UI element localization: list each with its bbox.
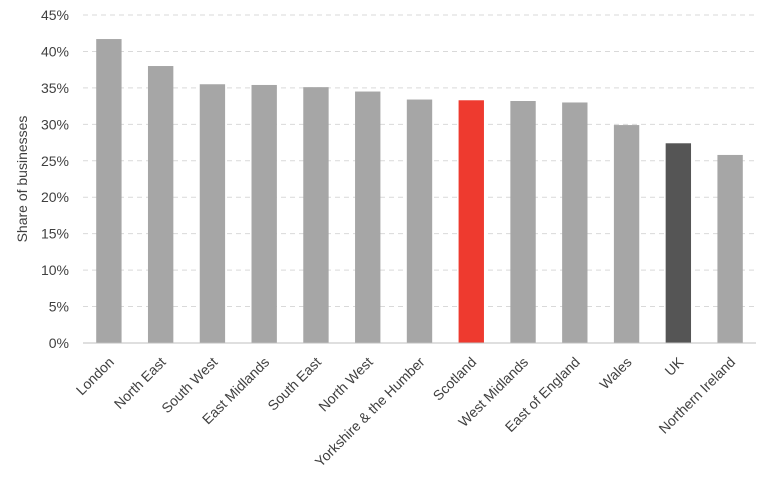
y-tick-label: 20% (41, 189, 69, 205)
x-category-label: UK (661, 353, 687, 379)
y-tick-label: 10% (41, 262, 69, 278)
bar (665, 143, 692, 343)
y-tick-label: 40% (41, 43, 69, 59)
x-category-label: Wales (596, 354, 634, 392)
bar (199, 84, 226, 343)
x-category-label: South East (264, 354, 324, 414)
bar (717, 154, 743, 343)
bar (355, 91, 381, 344)
y-tick-label: 5% (49, 299, 69, 315)
bar (406, 99, 433, 343)
bar (147, 66, 174, 344)
bar (96, 39, 122, 343)
bar (303, 87, 329, 343)
bar (251, 84, 277, 344)
y-tick-label: 15% (41, 226, 69, 242)
y-axis-title: Share of businesses (14, 116, 30, 243)
y-tick-label: 0% (49, 335, 69, 351)
x-category-label: London (73, 354, 117, 398)
bar (562, 102, 588, 343)
bars (96, 39, 743, 344)
x-category-label: Scotland (430, 354, 480, 404)
y-tick-label: 25% (41, 153, 69, 169)
bar (458, 100, 484, 343)
y-tick-label: 45% (41, 7, 69, 23)
y-tick-label: 30% (41, 116, 69, 132)
y-tick-label: 35% (41, 80, 69, 96)
y-axis-ticks: 0% 5% 10% 15% 20% 25% 30% 35% 40% 45% (41, 7, 69, 351)
bar (510, 101, 536, 344)
bar (613, 125, 640, 343)
